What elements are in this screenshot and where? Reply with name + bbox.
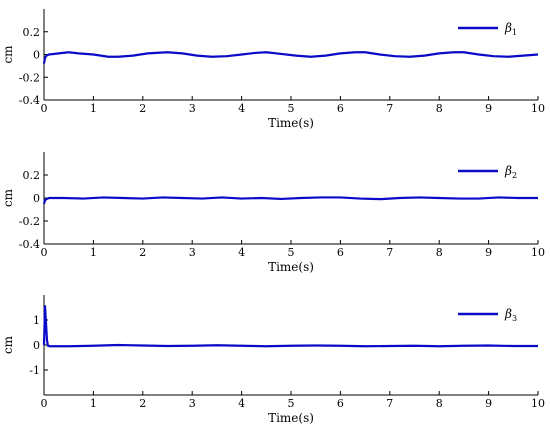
subplot-2: 0 1 2 3 4 5 6 7 8 9 10 0.2 0 -0.2 -0.4 cm Time(s) β2 xyxy=(1,152,545,274)
series-line-3 xyxy=(42,305,538,348)
x-tick-label: 5 xyxy=(288,397,295,410)
x-tick-label: 8 xyxy=(436,102,443,115)
y-tick-label: 0 xyxy=(33,49,40,62)
x-axis-label: Time(s) xyxy=(268,411,314,425)
x-tick-label: 2 xyxy=(139,397,146,410)
x-tick-label: 1 xyxy=(90,246,97,259)
y-tick-label: 1 xyxy=(33,314,40,327)
series-line-1 xyxy=(42,51,539,64)
x-tick-label: 10 xyxy=(531,102,545,115)
x-tick-label: 8 xyxy=(436,246,443,259)
x-tick-label: 7 xyxy=(386,102,393,115)
x-axis-label: Time(s) xyxy=(268,116,314,130)
y-tick-label: -0.2 xyxy=(19,215,40,228)
y-tick-label: -0.2 xyxy=(19,71,40,84)
x-tick-label: 9 xyxy=(485,246,492,259)
y-tick-label: 0.2 xyxy=(23,169,41,182)
x-tick-label: 2 xyxy=(139,102,146,115)
y-tick-label: 0 xyxy=(33,339,40,352)
subplot-1: 0 1 2 3 4 5 6 7 8 9 10 0.2 0 -0.2 -0.4 cm Time(s) β1 xyxy=(1,9,545,130)
x-tick-label: 7 xyxy=(386,397,393,410)
legend-label-subscript: 2 xyxy=(512,171,517,180)
x-tick-label: 9 xyxy=(485,397,492,410)
legend-label: β2 xyxy=(504,164,517,180)
y-tick-label: -0.4 xyxy=(19,238,40,251)
x-tick-label: 1 xyxy=(90,102,97,115)
y-tick-label: 0 xyxy=(33,192,40,205)
x-tick-label: 6 xyxy=(337,102,344,115)
legend-label-subscript: 1 xyxy=(512,28,517,37)
x-tick-label: 8 xyxy=(436,397,443,410)
x-tick-label: 6 xyxy=(337,246,344,259)
x-tick-label: 5 xyxy=(288,102,295,115)
x-axis-label: Time(s) xyxy=(268,260,314,274)
y-axis-label: cm xyxy=(1,45,15,64)
x-tick-label: 4 xyxy=(238,102,245,115)
x-tick-label: 1 xyxy=(90,397,97,410)
x-tick-label: 9 xyxy=(485,102,492,115)
y-tick-label: 0.2 xyxy=(23,26,41,39)
x-tick-label: 3 xyxy=(189,397,196,410)
x-tick-label: 5 xyxy=(288,246,295,259)
x-tick-label: 0 xyxy=(41,102,48,115)
legend-label: β1 xyxy=(504,21,517,37)
x-tick-label: 3 xyxy=(189,102,196,115)
y-tick-label: -0.4 xyxy=(19,94,40,107)
x-tick-label: 6 xyxy=(337,397,344,410)
x-tick-label: 4 xyxy=(238,397,245,410)
y-axis-label: cm xyxy=(1,188,15,207)
legend-label: β3 xyxy=(504,307,517,323)
series-line-2 xyxy=(42,196,538,205)
x-tick-label: 2 xyxy=(139,246,146,259)
legend-label-subscript: 3 xyxy=(512,314,517,323)
y-axis-label: cm xyxy=(1,335,15,354)
x-tick-label: 10 xyxy=(531,397,545,410)
x-tick-label: 10 xyxy=(531,246,545,259)
x-tick-label: 7 xyxy=(386,246,393,259)
x-tick-label: 0 xyxy=(41,397,48,410)
x-tick-label: 0 xyxy=(41,246,48,259)
x-tick-label: 3 xyxy=(189,246,196,259)
y-tick-label: -1 xyxy=(29,364,40,377)
x-tick-label: 4 xyxy=(238,246,245,259)
